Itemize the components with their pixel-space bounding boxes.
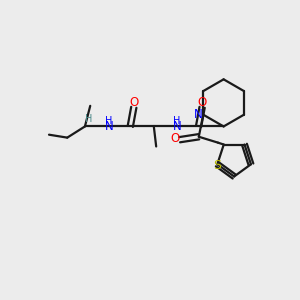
Text: H: H	[173, 116, 181, 126]
Text: N: N	[104, 120, 113, 133]
Text: N: N	[194, 108, 202, 121]
Text: S: S	[213, 159, 221, 172]
Text: H: H	[105, 116, 112, 126]
Text: H: H	[85, 114, 92, 124]
Text: O: O	[171, 132, 180, 145]
Text: O: O	[129, 96, 138, 109]
Text: N: N	[173, 120, 182, 133]
Text: O: O	[197, 96, 207, 109]
